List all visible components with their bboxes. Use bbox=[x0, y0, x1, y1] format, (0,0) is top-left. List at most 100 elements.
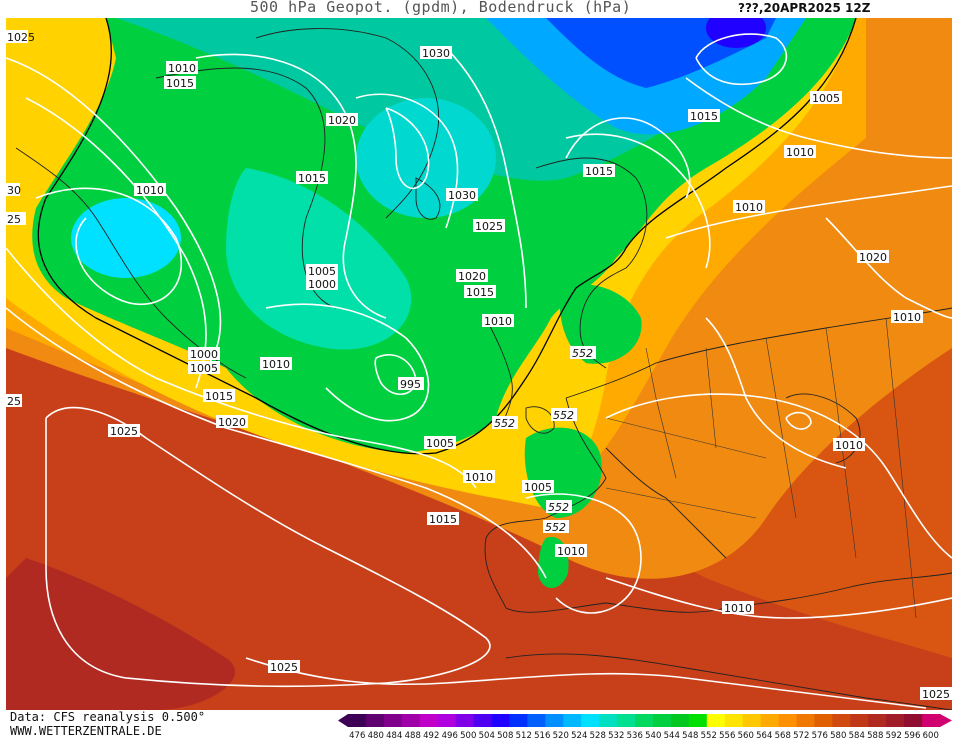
legend-tick-label: 476 bbox=[349, 731, 365, 740]
legend-swatch bbox=[670, 714, 690, 727]
isobar-label: 1010 bbox=[784, 145, 816, 159]
legend-swatch bbox=[401, 714, 421, 727]
legend-tick-label: 568 bbox=[775, 731, 791, 740]
isobar-label: 1005 bbox=[810, 91, 842, 105]
svg-text:1025: 1025 bbox=[110, 425, 138, 438]
svg-text:1010: 1010 bbox=[168, 62, 196, 75]
legend-arrow-right bbox=[940, 714, 952, 727]
legend-tick-label: 560 bbox=[738, 731, 754, 740]
svg-text:1020: 1020 bbox=[859, 251, 887, 264]
legend-tick-label: 596 bbox=[904, 731, 920, 740]
svg-text:25: 25 bbox=[7, 213, 21, 226]
svg-text:1005: 1005 bbox=[524, 481, 552, 494]
legend-swatch bbox=[688, 714, 708, 727]
svg-text:1000: 1000 bbox=[308, 278, 336, 291]
legend-swatch bbox=[760, 714, 780, 727]
isobar-label: 1020 bbox=[456, 269, 488, 283]
svg-text:1020: 1020 bbox=[458, 270, 486, 283]
isobar-label: 1025 bbox=[268, 660, 300, 674]
contour-552-label-layer: 552 552 552 552 552 bbox=[492, 346, 596, 534]
legend-swatch bbox=[742, 714, 762, 727]
legend-tick-label: 564 bbox=[756, 731, 772, 740]
legend-tick-label: 500 bbox=[460, 731, 476, 740]
legend-tick-label: 524 bbox=[571, 731, 587, 740]
legend-tick-label: 552 bbox=[701, 731, 717, 740]
contour-552-label: 552 bbox=[492, 416, 518, 430]
isobar-label: 1005 bbox=[424, 436, 456, 450]
legend-tick-label: 576 bbox=[812, 731, 828, 740]
isobar-label: 1020 bbox=[857, 250, 889, 264]
legend-tick-label: 544 bbox=[664, 731, 680, 740]
svg-text:1015: 1015 bbox=[166, 77, 194, 90]
svg-text:1005: 1005 bbox=[812, 92, 840, 105]
legend-swatch bbox=[724, 714, 744, 727]
isobar-label: 1015 bbox=[427, 512, 459, 526]
svg-text:1010: 1010 bbox=[465, 471, 493, 484]
legend-tick-label: 528 bbox=[590, 731, 606, 740]
isobar-label: 1015 bbox=[164, 76, 196, 90]
isobar-label: 1010 bbox=[891, 310, 923, 324]
legend-tick-label: 492 bbox=[423, 731, 439, 740]
legend-tick-label: 508 bbox=[497, 731, 513, 740]
svg-text:1015: 1015 bbox=[690, 110, 718, 123]
isobar-label: 1020 bbox=[216, 415, 248, 429]
isobar-label: 1025 bbox=[6, 30, 35, 44]
legend-swatch bbox=[796, 714, 815, 727]
isobar-label: 1025 bbox=[473, 219, 505, 233]
isobar-label: 1010 bbox=[833, 438, 865, 452]
legend-tick-label: 600 bbox=[923, 731, 939, 740]
legend-tick-label: 592 bbox=[886, 731, 902, 740]
legend-tick-label: 496 bbox=[442, 731, 458, 740]
contour-552-label: 552 bbox=[543, 520, 569, 534]
svg-text:1005: 1005 bbox=[308, 265, 336, 278]
isobar-label: 1010 bbox=[260, 357, 292, 371]
legend-swatch bbox=[778, 714, 797, 727]
svg-text:1025: 1025 bbox=[475, 220, 503, 233]
isobar-label: 1015 bbox=[464, 285, 496, 299]
legend-swatch bbox=[348, 714, 367, 727]
svg-text:1010: 1010 bbox=[484, 315, 512, 328]
legend-tick-label: 484 bbox=[386, 731, 402, 740]
legend-tick-label: 556 bbox=[719, 731, 735, 740]
svg-text:1010: 1010 bbox=[557, 545, 585, 558]
map-title: 500 hPa Geopot. (gpdm), Bodendruck (hPa) bbox=[250, 0, 632, 16]
legend-swatch bbox=[563, 714, 582, 727]
isobar-label: 1010 bbox=[166, 61, 198, 75]
svg-text:1010: 1010 bbox=[724, 602, 752, 615]
isobar-label: 1025 bbox=[920, 687, 952, 701]
isobar-label: 1010 bbox=[555, 544, 587, 558]
legend-swatch bbox=[832, 714, 851, 727]
isobar-label: 1005 bbox=[306, 264, 338, 278]
legend-swatch bbox=[922, 714, 941, 727]
legend-swatch bbox=[437, 714, 457, 727]
legend-swatch bbox=[455, 714, 475, 727]
svg-text:1025: 1025 bbox=[270, 661, 298, 674]
isobar-label: 1025 bbox=[108, 424, 140, 438]
legend-swatch bbox=[545, 714, 564, 727]
isobar-label: 1030 bbox=[446, 188, 478, 202]
color-legend: 476 480 484 488 492 496 500 504 508 512 516 520 524 5… bbox=[336, 712, 958, 741]
legend-swatch bbox=[581, 714, 600, 727]
svg-text:1000: 1000 bbox=[190, 348, 218, 361]
svg-text:1030: 1030 bbox=[422, 47, 450, 60]
isobar-label: 30 bbox=[6, 183, 21, 197]
svg-text:1010: 1010 bbox=[136, 184, 164, 197]
svg-text:552: 552 bbox=[545, 521, 566, 534]
svg-text:1010: 1010 bbox=[835, 439, 863, 452]
svg-text:1005: 1005 bbox=[426, 437, 454, 450]
data-source: Data: CFS reanalysis 0.500° bbox=[10, 710, 206, 724]
legend-tick-label: 548 bbox=[682, 731, 698, 740]
isobar-label: 1015 bbox=[296, 171, 328, 185]
svg-text:30: 30 bbox=[7, 184, 21, 197]
legend-swatch bbox=[814, 714, 833, 727]
isobar-label: 1010 bbox=[134, 183, 166, 197]
legend-tick-label: 480 bbox=[368, 731, 384, 740]
svg-text:1015: 1015 bbox=[429, 513, 457, 526]
footer: Data: CFS reanalysis 0.500° WWW.WETTERZE… bbox=[10, 710, 205, 738]
isobar-label: 1015 bbox=[688, 109, 720, 123]
isobar-label: 1010 bbox=[482, 314, 514, 328]
field-540 bbox=[226, 168, 412, 350]
field-552-scandinavia bbox=[559, 284, 642, 364]
legend-swatch bbox=[868, 714, 887, 727]
website: WWW.WETTERZENTRALE.DE bbox=[10, 724, 162, 738]
